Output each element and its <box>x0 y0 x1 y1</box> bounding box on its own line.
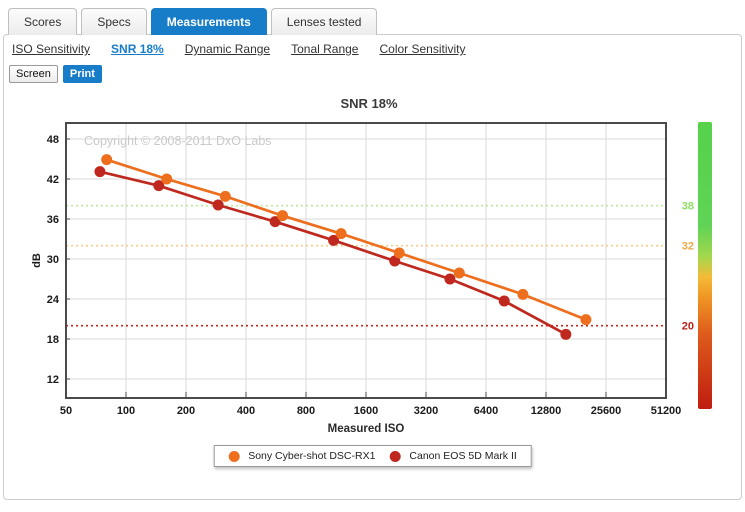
measurements-panel: ISO Sensitivity SNR 18% Dynamic Range To… <box>3 34 742 500</box>
x-tick-label: 1600 <box>354 405 378 417</box>
tab-measurements[interactable]: Measurements <box>150 8 267 35</box>
legend-item-canon: Canon EOS 5D Mark II <box>389 450 517 462</box>
subnav-dynamic-range[interactable]: Dynamic Range <box>184 42 271 56</box>
x-tick-label: 50 <box>60 405 72 417</box>
threshold-label: 38 <box>682 201 694 213</box>
data-point <box>580 314 592 326</box>
data-point <box>453 267 465 279</box>
y-tick-label: 24 <box>47 294 60 306</box>
y-axis-label: dB <box>31 253 43 268</box>
y-tick-label: 48 <box>47 134 59 146</box>
chart-legend: Sony Cyber-shot DSC-RX1 Canon EOS 5D Mar… <box>213 445 532 467</box>
data-point <box>517 288 529 300</box>
x-tick-label: 25600 <box>591 405 622 417</box>
threshold-label: 20 <box>682 321 694 333</box>
y-tick-label: 36 <box>47 214 59 226</box>
x-tick-label: 200 <box>177 405 195 417</box>
sony-legend-label: Sony Cyber-shot DSC-RX1 <box>248 450 376 462</box>
y-tick-label: 30 <box>47 254 59 266</box>
data-point <box>498 295 510 307</box>
data-point <box>212 199 224 211</box>
chart-title: SNR 18% <box>340 96 398 111</box>
canon-legend-dot-icon <box>389 450 401 462</box>
x-tick-label: 400 <box>237 405 255 417</box>
data-point <box>277 210 289 222</box>
data-point <box>393 247 405 259</box>
data-point <box>328 234 340 246</box>
data-point <box>269 216 281 228</box>
x-tick-label: 100 <box>117 405 135 417</box>
tab-specs[interactable]: Specs <box>81 8 147 35</box>
tab-scores[interactable]: Scores <box>8 8 78 35</box>
x-tick-label: 6400 <box>474 405 498 417</box>
x-tick-label: 800 <box>297 405 315 417</box>
tab-lenses-tested[interactable]: Lenses tested <box>270 8 378 35</box>
threshold-label: 32 <box>682 241 694 253</box>
y-tick-label: 12 <box>47 374 59 386</box>
x-axis-label: Measured ISO <box>328 423 405 435</box>
tab-bar: Scores Specs Measurements Lenses tested <box>8 8 378 35</box>
x-tick-label: 3200 <box>414 405 438 417</box>
screen-button[interactable]: Screen <box>9 65 58 83</box>
data-point <box>335 228 347 240</box>
subnav-tonal-range[interactable]: Tonal Range <box>291 42 359 56</box>
data-point <box>560 328 572 340</box>
subnav-snr-18[interactable]: SNR 18% <box>111 42 164 56</box>
data-point <box>444 273 456 285</box>
canon-legend-label: Canon EOS 5D Mark II <box>409 450 517 462</box>
sony-legend-dot-icon <box>228 450 240 462</box>
x-tick-label: 12800 <box>531 405 562 417</box>
subnav-color-sensitivity[interactable]: Color Sensitivity <box>379 42 466 56</box>
snr-chart: Copyright © 2008-2011 DxO Labs 50 100 200 40… <box>31 122 712 435</box>
measurement-subnav: ISO Sensitivity SNR 18% Dynamic Range To… <box>12 42 466 56</box>
data-point <box>161 173 173 185</box>
legend-item-sony: Sony Cyber-shot DSC-RX1 <box>228 450 375 462</box>
quality-gradient-bar <box>698 122 712 409</box>
data-point <box>101 154 113 166</box>
subnav-iso-sensitivity[interactable]: ISO Sensitivity <box>12 42 91 56</box>
screen-print-toggle: Screen Print <box>9 65 102 83</box>
data-point <box>219 190 231 202</box>
x-tick-label: 51200 <box>651 405 682 417</box>
print-button[interactable]: Print <box>62 65 102 83</box>
y-tick-label: 18 <box>47 334 59 346</box>
data-point <box>153 180 165 192</box>
data-point <box>94 166 106 178</box>
data-point <box>389 255 401 267</box>
copyright-watermark: Copyright © 2008-2011 DxO Labs <box>84 134 272 148</box>
y-tick-label: 42 <box>47 174 59 186</box>
